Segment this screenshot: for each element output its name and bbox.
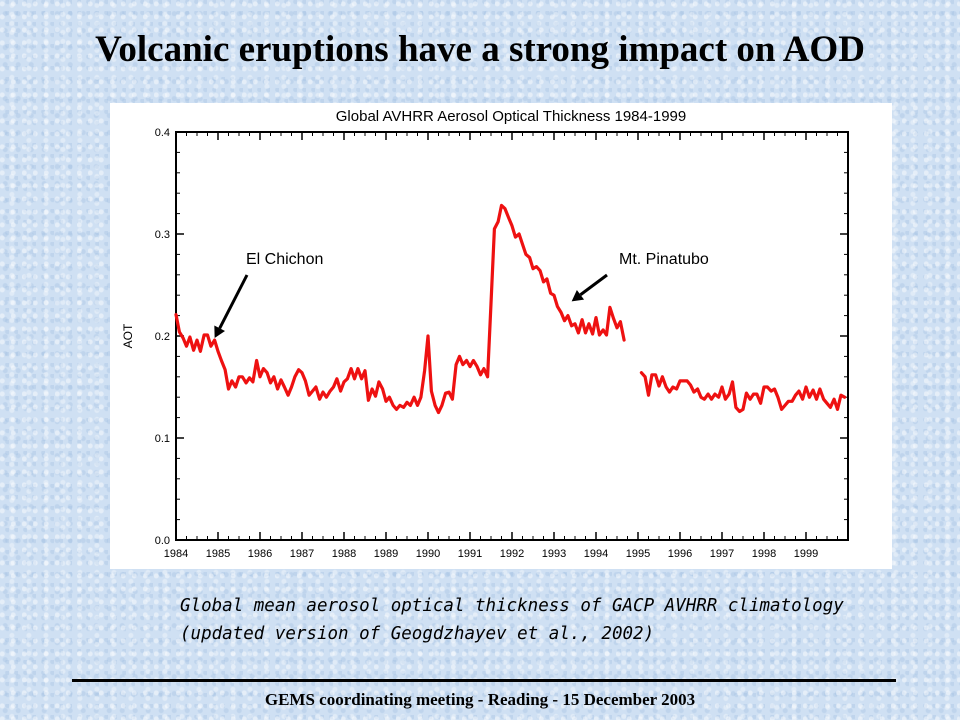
footer-divider — [72, 679, 896, 682]
caption-line-2: (updated version of Geogdzhayev et al., … — [180, 624, 655, 644]
footer-text: GEMS coordinating meeting - Reading - 15… — [264, 690, 696, 709]
aot-series-segment-2 — [639, 371, 847, 414]
slide-title: Volcanic eruptions have a strong impact … — [95, 29, 865, 70]
series-layer — [174, 203, 847, 415]
x-tick-label: 1998 — [752, 548, 776, 560]
mt-pinatubo-arrow — [579, 273, 608, 296]
chart-title: Global AVHRR Aerosol Optical Thickness 1… — [336, 108, 686, 125]
y-axis-label: AOT — [121, 323, 135, 348]
x-tick-label: 1990 — [416, 548, 440, 560]
x-tick-label: 1992 — [500, 548, 524, 560]
x-tick-label: 1984 — [164, 548, 188, 560]
annotation-mt-pinatubo: Mt. Pinatubo — [619, 251, 709, 268]
el-chichon-arrowhead — [214, 325, 226, 339]
x-tick-label: 1994 — [584, 548, 608, 560]
x-tick-label: 1995 — [626, 548, 650, 560]
y-tick-label: 0.4 — [155, 127, 170, 139]
x-tick-label: 1989 — [374, 548, 398, 560]
x-tick-label: 1991 — [458, 548, 482, 560]
annotation-layer: El Chichon Mt. Pinatubo — [214, 251, 709, 339]
x-axis: 1984 1985 1986 1987 1988 1989 1990 1991 1992 1993… — [164, 132, 838, 560]
mt-pinatubo-arrowhead — [571, 289, 585, 302]
aot-series-segment-1 — [174, 203, 626, 415]
x-tick-label: 1999 — [794, 548, 818, 560]
y-tick-label: 0.0 — [155, 535, 170, 547]
y-axis: 0.0 0.1 0.2 0.3 0.4 — [155, 127, 848, 547]
y-tick-label: 0.1 — [155, 433, 170, 445]
x-tick-label: 1996 — [668, 548, 692, 560]
x-tick-label: 1993 — [542, 548, 566, 560]
figure-caption: Global mean aerosol optical thickness of… — [180, 592, 940, 648]
caption-line-1: Global mean aerosol optical thickness of… — [180, 596, 844, 616]
x-tick-label: 1985 — [206, 548, 230, 560]
y-tick-label: 0.3 — [155, 229, 170, 241]
y-tick-label: 0.2 — [155, 331, 170, 343]
annotation-el-chichon: El Chichon — [246, 251, 323, 268]
x-tick-label: 1997 — [710, 548, 734, 560]
x-tick-label: 1987 — [290, 548, 314, 560]
chart-panel: Global AVHRR Aerosol Optical Thickness 1… — [110, 103, 892, 569]
x-tick-label: 1986 — [248, 548, 272, 560]
el-chichon-arrow — [218, 274, 249, 329]
plot-frame — [175, 131, 849, 541]
x-tick-label: 1988 — [332, 548, 356, 560]
aot-line-chart: Global AVHRR Aerosol Optical Thickness 1… — [121, 108, 849, 560]
